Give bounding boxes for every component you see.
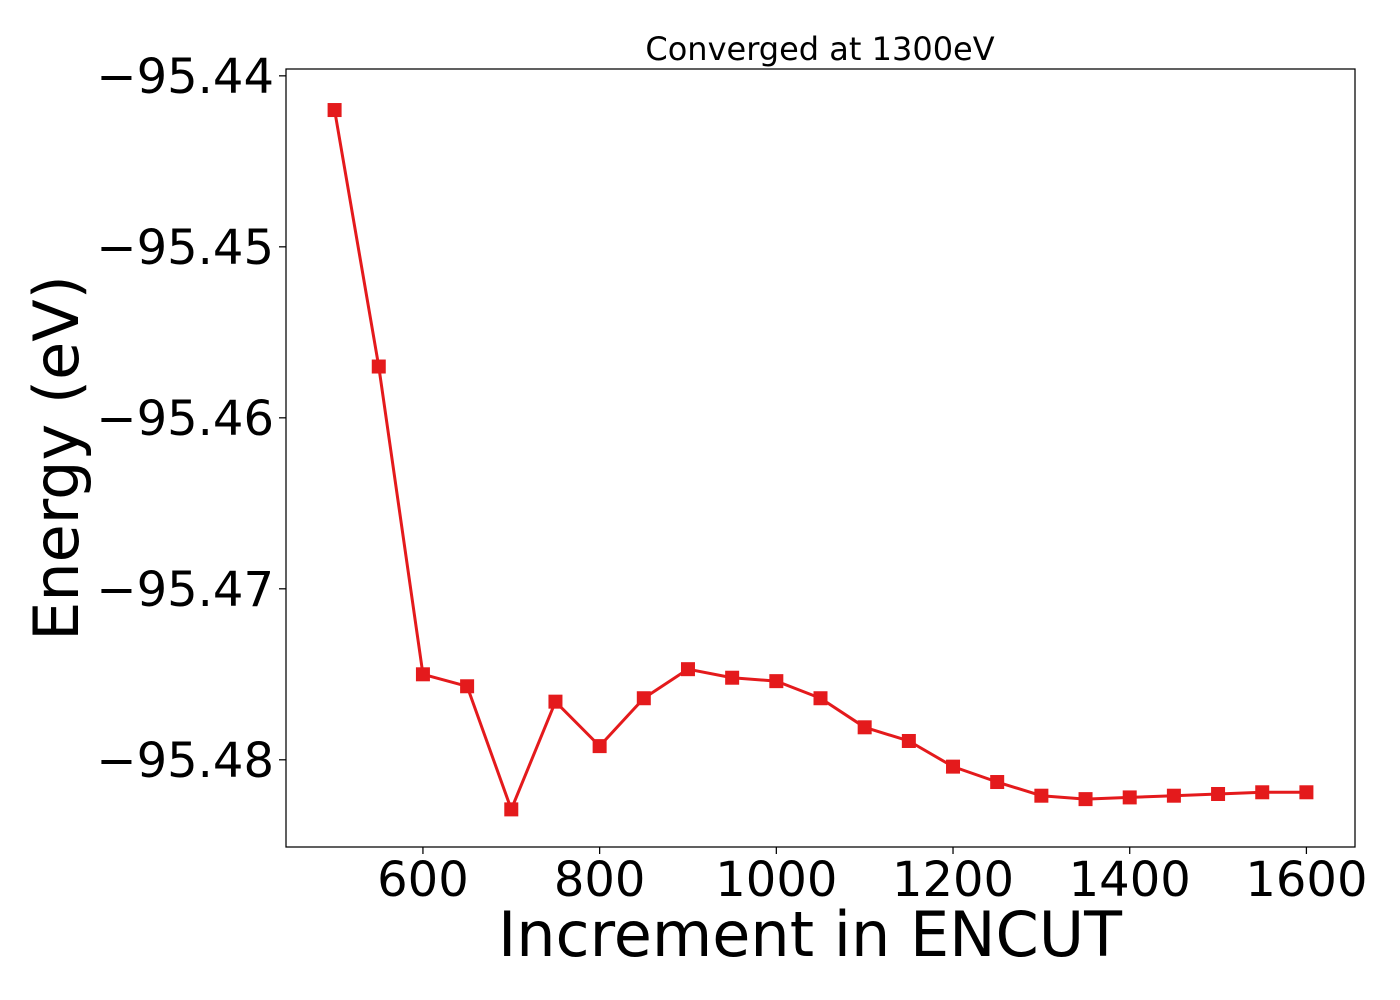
data-point — [415, 667, 430, 682]
data-point — [680, 662, 695, 677]
x-tick-label: 1200 — [892, 852, 1014, 908]
data-point — [1299, 785, 1314, 800]
y-tick-label: −95.45 — [96, 220, 274, 276]
data-point — [769, 674, 784, 689]
data-point — [990, 775, 1005, 790]
series-markers-group — [327, 103, 1314, 817]
x-tick-label: 800 — [554, 852, 646, 908]
y-axis-label: Energy (eV) — [20, 275, 93, 641]
data-point — [1211, 786, 1226, 801]
x-tick-label: 600 — [377, 852, 469, 908]
x-tick-label: 1000 — [715, 852, 837, 908]
data-point — [857, 720, 872, 735]
data-point — [504, 802, 519, 817]
data-point — [946, 759, 961, 774]
x-axis-label: Increment in ENCUT — [498, 898, 1123, 971]
data-point — [636, 691, 651, 706]
data-point — [460, 679, 475, 694]
data-point — [1166, 788, 1181, 803]
y-tick-label: −95.48 — [96, 733, 274, 789]
data-point — [1255, 785, 1270, 800]
x-tick-label: 1400 — [1069, 852, 1191, 908]
data-point — [548, 694, 563, 709]
data-point — [1122, 790, 1137, 805]
data-point — [813, 691, 828, 706]
x-tick-label: 1600 — [1245, 852, 1367, 908]
data-point — [1034, 788, 1049, 803]
y-axis: −95.44 −95.45 −95.46 −95.47 −95.48 — [96, 49, 286, 789]
data-point — [1078, 792, 1093, 807]
plot-frame — [285, 68, 1356, 848]
y-tick-label: −95.47 — [96, 562, 274, 618]
data-point — [592, 739, 607, 754]
chart-title: Converged at 1300eV — [645, 30, 994, 68]
y-tick-label: −95.46 — [96, 391, 274, 447]
data-point — [901, 733, 916, 748]
x-axis: 600 800 1000 1200 1400 1600 — [377, 847, 1367, 908]
y-tick-label: −95.44 — [96, 49, 274, 105]
data-point — [371, 359, 386, 374]
data-point — [725, 670, 740, 685]
data-point — [327, 103, 342, 118]
